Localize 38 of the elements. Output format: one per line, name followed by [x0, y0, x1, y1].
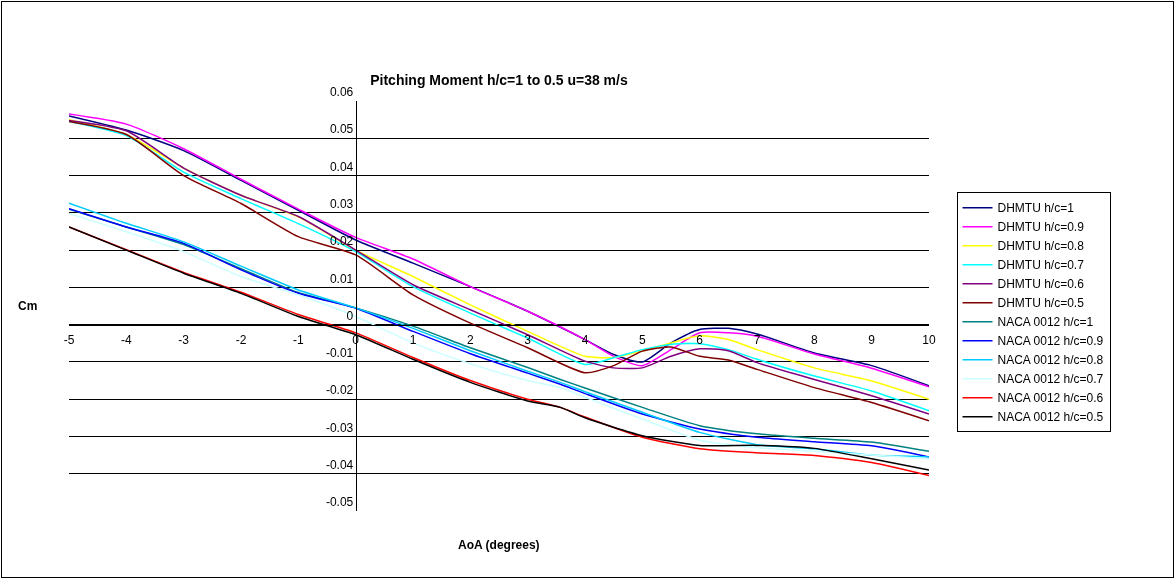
y-tick-label: 0.04	[329, 159, 354, 174]
y-tick-label: -0.05	[325, 495, 354, 510]
legend-label: DHMTU h/c=0.7	[997, 258, 1085, 273]
legend-label: DHMTU h/c=0.8	[997, 239, 1085, 254]
chart-title: Pitching Moment h/c=1 to 0.5 u=38 m/s	[370, 71, 628, 88]
y-axis-title: Cm	[18, 299, 38, 313]
y-tick-label: 0.05	[329, 122, 354, 137]
legend-label: DHMTU h/c=0.9	[997, 220, 1085, 235]
x-tick-label: 2	[466, 333, 474, 348]
legend-label: DHMTU h/c=1	[997, 201, 1075, 216]
x-tick-label: -2	[235, 333, 247, 348]
x-tick-label: 8	[810, 333, 818, 348]
legend-label: DHMTU h/c=0.5	[997, 296, 1085, 311]
legend-label: NACA 0012 h/c=0.5	[997, 410, 1104, 425]
legend-label: DHMTU h/c=0.6	[997, 277, 1085, 292]
x-tick-label: 1	[409, 333, 417, 348]
y-tick-label: -0.01	[325, 346, 354, 361]
legend-label: NACA 0012 h/c=0.8	[997, 353, 1104, 368]
x-tick-label: -5	[63, 333, 75, 348]
x-tick-label: -1	[292, 333, 304, 348]
x-tick-label: -4	[120, 333, 132, 348]
y-tick-label: -0.04	[325, 457, 354, 472]
legend-label: NACA 0012 h/c=0.7	[997, 372, 1104, 387]
x-tick-label: 9	[868, 333, 876, 348]
y-tick-label: 0.06	[329, 85, 354, 100]
y-tick-label: 0.03	[329, 197, 354, 212]
x-tick-label: -3	[178, 333, 190, 348]
x-tick-label: 7	[753, 333, 761, 348]
x-tick-label: 10	[922, 333, 936, 348]
legend-label: NACA 0012 h/c=0.6	[997, 391, 1104, 406]
legend-label: NACA 0012 h/c=1	[997, 315, 1094, 330]
y-tick-label: -0.03	[325, 420, 354, 435]
y-tick-label: 0	[346, 308, 354, 323]
x-tick-label: 5	[638, 333, 646, 348]
legend-label: NACA 0012 h/c=0.9	[997, 334, 1104, 349]
y-tick-label: -0.02	[325, 383, 354, 398]
y-tick-label: 0.01	[329, 271, 354, 286]
x-axis-title: AoA (degrees)	[458, 538, 540, 552]
